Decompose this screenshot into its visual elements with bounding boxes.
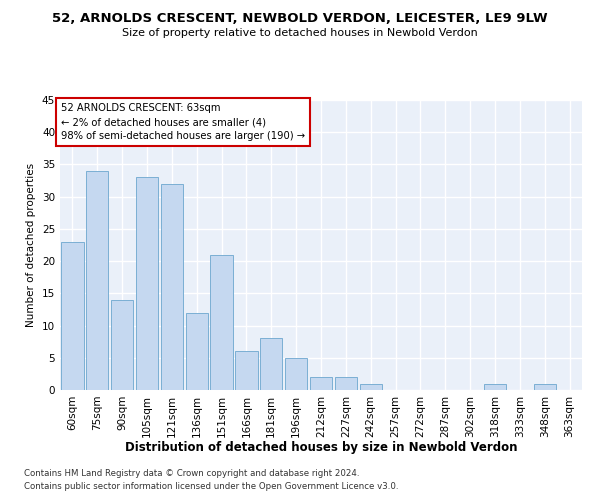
Bar [359,384,382,390]
Bar [86,171,109,390]
Bar [161,184,183,390]
Bar [484,384,506,390]
Text: Distribution of detached houses by size in Newbold Verdon: Distribution of detached houses by size … [125,441,517,454]
Bar [235,352,257,390]
Text: Contains public sector information licensed under the Open Government Licence v3: Contains public sector information licen… [24,482,398,491]
Text: Contains HM Land Registry data © Crown copyright and database right 2024.: Contains HM Land Registry data © Crown c… [24,468,359,477]
Bar [285,358,307,390]
Y-axis label: Number of detached properties: Number of detached properties [26,163,37,327]
Bar [335,377,357,390]
Bar [61,242,83,390]
Bar [260,338,283,390]
Bar [111,300,133,390]
Text: 52 ARNOLDS CRESCENT: 63sqm
← 2% of detached houses are smaller (4)
98% of semi-d: 52 ARNOLDS CRESCENT: 63sqm ← 2% of detac… [61,103,305,141]
Bar [136,178,158,390]
Bar [533,384,556,390]
Text: 52, ARNOLDS CRESCENT, NEWBOLD VERDON, LEICESTER, LE9 9LW: 52, ARNOLDS CRESCENT, NEWBOLD VERDON, LE… [52,12,548,26]
Bar [211,254,233,390]
Bar [310,377,332,390]
Bar [185,312,208,390]
Text: Size of property relative to detached houses in Newbold Verdon: Size of property relative to detached ho… [122,28,478,38]
